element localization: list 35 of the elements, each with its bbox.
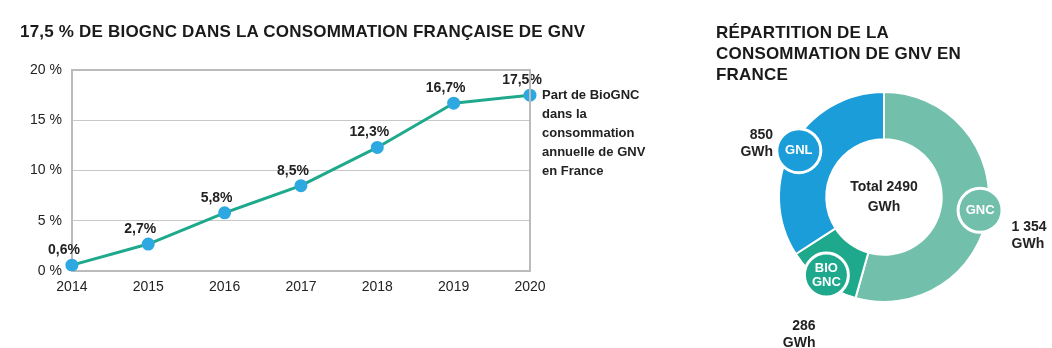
slice-label: GNC (965, 201, 996, 217)
x-tick-label: 2014 (56, 278, 88, 295)
chart-title: 17,5 % DE BIOGNC DANS LA CONSOMMATION FRANÇAISE DE GNV (20, 22, 587, 42)
data-label: 1 354 GWh (1011, 217, 1047, 251)
data-label: 17,5% (502, 71, 543, 88)
x-tick-label: 2020 (514, 278, 546, 295)
data-label: 16,7% (425, 79, 467, 96)
x-tick-label: 2016 (209, 278, 241, 295)
y-tick-label: 0 % (37, 262, 62, 279)
slice-label: BIO GNC (811, 259, 842, 289)
series-label: Part de BioGNC dans la consommation annuelle de GNV en France (542, 87, 646, 179)
chart-title: RÉPARTITION DE LA CONSOMMATION DE GNV EN FRANCE (716, 22, 962, 85)
x-tick-label: 2018 (361, 278, 394, 295)
point (370, 140, 384, 154)
data-label: 5,8% (200, 188, 234, 205)
data-label: 8,5% (276, 161, 310, 178)
point (65, 258, 79, 272)
x-tick-label: 2019 (438, 278, 470, 295)
point (294, 179, 308, 193)
data-label: 2,7% (124, 219, 157, 236)
x-tick-label: 2017 (285, 278, 317, 295)
data-label: 286 GWh (782, 317, 816, 348)
point (141, 237, 155, 251)
y-tick-label: 20 % (29, 60, 62, 77)
y-tick-label: 15 % (29, 111, 62, 128)
text: Total 2490 GWh (850, 177, 918, 214)
data-label: 850 GWh (740, 126, 774, 160)
y-tick-label: 10 % (29, 161, 62, 178)
data-label: 0,6% (47, 241, 81, 258)
point (218, 206, 232, 220)
slice-label: GNL (785, 142, 813, 158)
y-tick-label: 5 % (37, 211, 62, 228)
point (447, 96, 461, 110)
x-tick-label: 2015 (132, 278, 165, 295)
data-label: 12,3% (349, 123, 390, 140)
